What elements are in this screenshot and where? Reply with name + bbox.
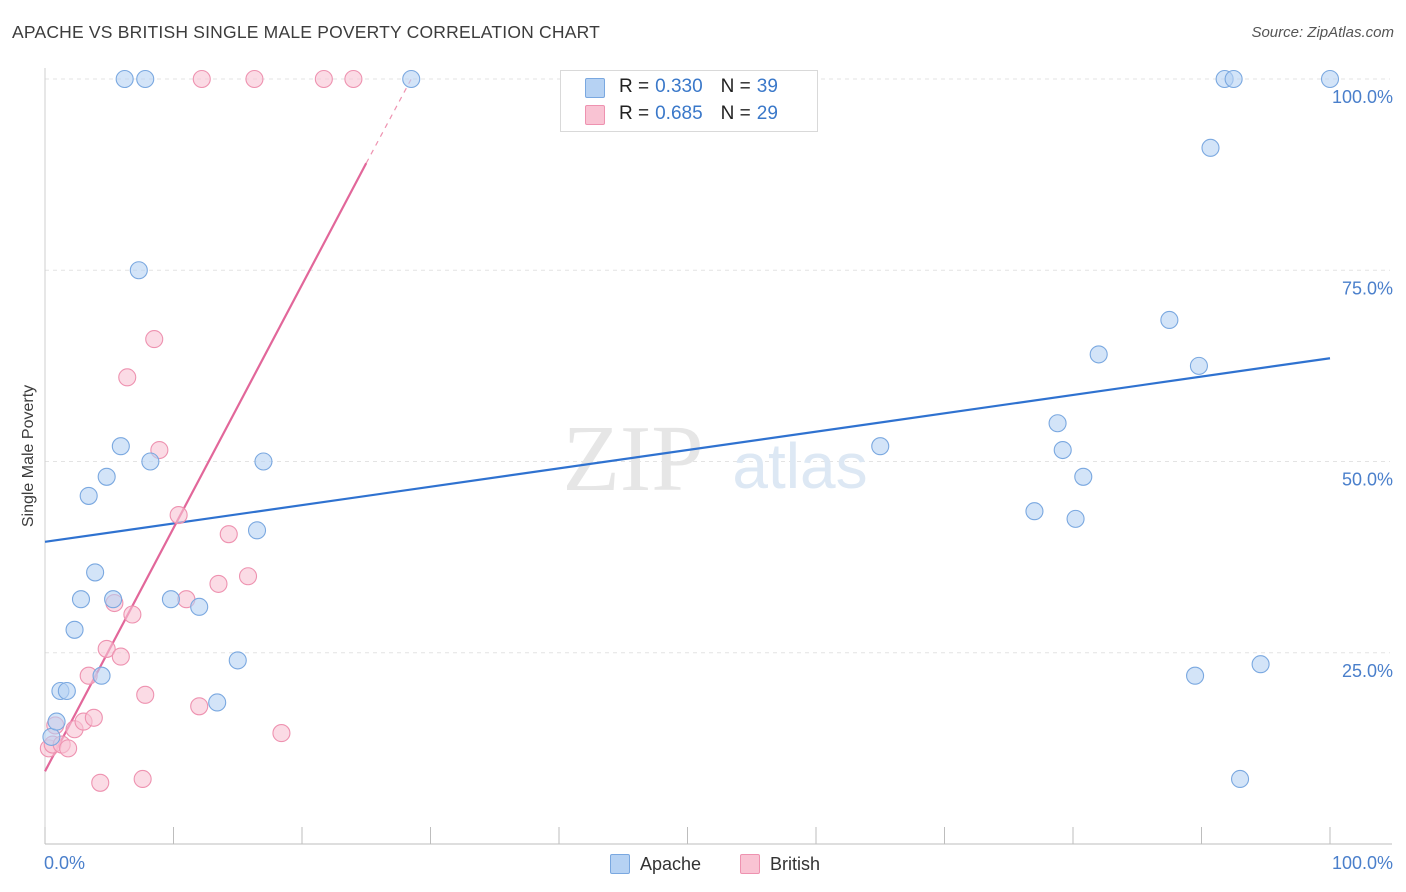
trend-line-british-extension bbox=[365, 78, 412, 164]
apache-point bbox=[247, 521, 267, 540]
legend-row-british: R = 0.685 N = 29 bbox=[585, 102, 778, 126]
bottom-legend-swatch-british bbox=[740, 854, 760, 874]
british-point bbox=[97, 639, 116, 658]
y-tick-label: 100.0% bbox=[1332, 87, 1393, 107]
apache-point bbox=[1189, 356, 1208, 375]
watermark-atlas: atlas bbox=[732, 430, 867, 502]
british-point bbox=[209, 574, 228, 593]
apache-point bbox=[208, 693, 227, 712]
x-tick-label-min: 0.0% bbox=[44, 853, 85, 873]
legend-apache-r: 0.330 bbox=[655, 76, 703, 97]
apache-point bbox=[871, 437, 890, 456]
british-points bbox=[39, 69, 363, 792]
apache-point bbox=[1066, 509, 1085, 528]
legend-british-r: 0.685 bbox=[655, 103, 703, 124]
apache-point bbox=[92, 666, 111, 685]
apache-point bbox=[65, 620, 84, 639]
bottom-legend-british-label: British bbox=[770, 853, 821, 874]
tick-labels: 25.0% 50.0% 75.0% 100.0% 0.0% 100.0% bbox=[44, 87, 1393, 873]
apache-point bbox=[1231, 769, 1250, 789]
legend-r-label: R = bbox=[619, 103, 650, 124]
british-point bbox=[91, 773, 110, 792]
apache-point bbox=[1224, 69, 1243, 89]
british-point bbox=[344, 69, 363, 89]
bottom-legend-swatch-apache bbox=[610, 854, 630, 874]
british-point bbox=[190, 697, 209, 716]
apache-point bbox=[1089, 345, 1108, 364]
british-point bbox=[84, 708, 103, 727]
legend-n-label: N = bbox=[720, 76, 751, 97]
apache-point bbox=[42, 727, 61, 746]
apache-point bbox=[47, 712, 66, 731]
apache-point bbox=[1053, 440, 1072, 460]
apache-point bbox=[1201, 138, 1220, 157]
chart-title: APACHE VS BRITISH SINGLE MALE POVERTY CO… bbox=[12, 22, 600, 42]
british-point bbox=[192, 69, 211, 89]
british-point bbox=[111, 647, 130, 666]
british-point bbox=[169, 505, 188, 525]
british-point bbox=[314, 69, 333, 89]
watermark: ZIP atlas bbox=[563, 407, 868, 511]
chart-source: Source: ZipAtlas.com bbox=[1251, 24, 1394, 41]
legend-r-label: R = bbox=[619, 76, 650, 97]
apache-point bbox=[141, 452, 160, 471]
legend-british-n: 29 bbox=[756, 103, 778, 124]
apache-point bbox=[86, 563, 105, 582]
apache-point bbox=[161, 590, 180, 609]
y-tick-label: 75.0% bbox=[1342, 278, 1393, 298]
british-point bbox=[238, 567, 258, 586]
axes bbox=[44, 68, 1392, 845]
apache-point bbox=[1025, 502, 1044, 521]
apache-point bbox=[136, 69, 155, 89]
apache-point bbox=[1160, 310, 1179, 330]
british-point bbox=[145, 330, 164, 349]
legend-apache-n: 39 bbox=[756, 76, 778, 97]
bottom-legend-apache: Apache bbox=[610, 852, 701, 876]
apache-point bbox=[79, 486, 98, 505]
british-point bbox=[245, 69, 264, 89]
correlation-legend: R = 0.330 N = 39 R = 0.685 N = 29 bbox=[560, 70, 818, 132]
watermark-zip: ZIP bbox=[563, 407, 704, 511]
apache-point bbox=[104, 590, 123, 609]
british-point bbox=[272, 724, 291, 743]
apache-point bbox=[1251, 655, 1270, 674]
trend-line-apache bbox=[44, 357, 1331, 543]
apache-point bbox=[1074, 467, 1093, 486]
apache-point bbox=[1320, 69, 1340, 89]
legend-swatch-apache bbox=[585, 78, 605, 98]
apache-point bbox=[1048, 414, 1067, 433]
british-point bbox=[219, 525, 238, 544]
apache-point bbox=[402, 69, 421, 89]
apache-point bbox=[115, 69, 134, 89]
british-point bbox=[118, 368, 137, 387]
bottom-legend-apache-label: Apache bbox=[640, 853, 702, 874]
apache-point bbox=[228, 651, 247, 670]
grid-lines bbox=[45, 78, 1390, 654]
british-point bbox=[136, 685, 155, 704]
apache-point bbox=[97, 467, 116, 486]
apache-point bbox=[57, 681, 76, 701]
apache-point bbox=[190, 597, 209, 616]
legend-row-apache: R = 0.330 N = 39 bbox=[585, 75, 778, 99]
apache-points bbox=[42, 69, 1340, 789]
apache-point bbox=[254, 452, 273, 471]
british-point bbox=[123, 605, 142, 624]
legend-swatch-british bbox=[585, 105, 605, 125]
y-tick-label: 50.0% bbox=[1342, 470, 1393, 490]
x-tick-label-max: 100.0% bbox=[1332, 853, 1393, 873]
apache-point bbox=[129, 261, 148, 280]
y-tick-label: 25.0% bbox=[1342, 661, 1393, 681]
apache-point bbox=[1186, 666, 1205, 685]
apache-point bbox=[111, 437, 130, 456]
british-point bbox=[59, 739, 78, 758]
bottom-legend-british: British bbox=[740, 852, 820, 876]
apache-point bbox=[71, 590, 91, 609]
british-point bbox=[133, 769, 152, 789]
legend-n-label: N = bbox=[720, 103, 751, 124]
